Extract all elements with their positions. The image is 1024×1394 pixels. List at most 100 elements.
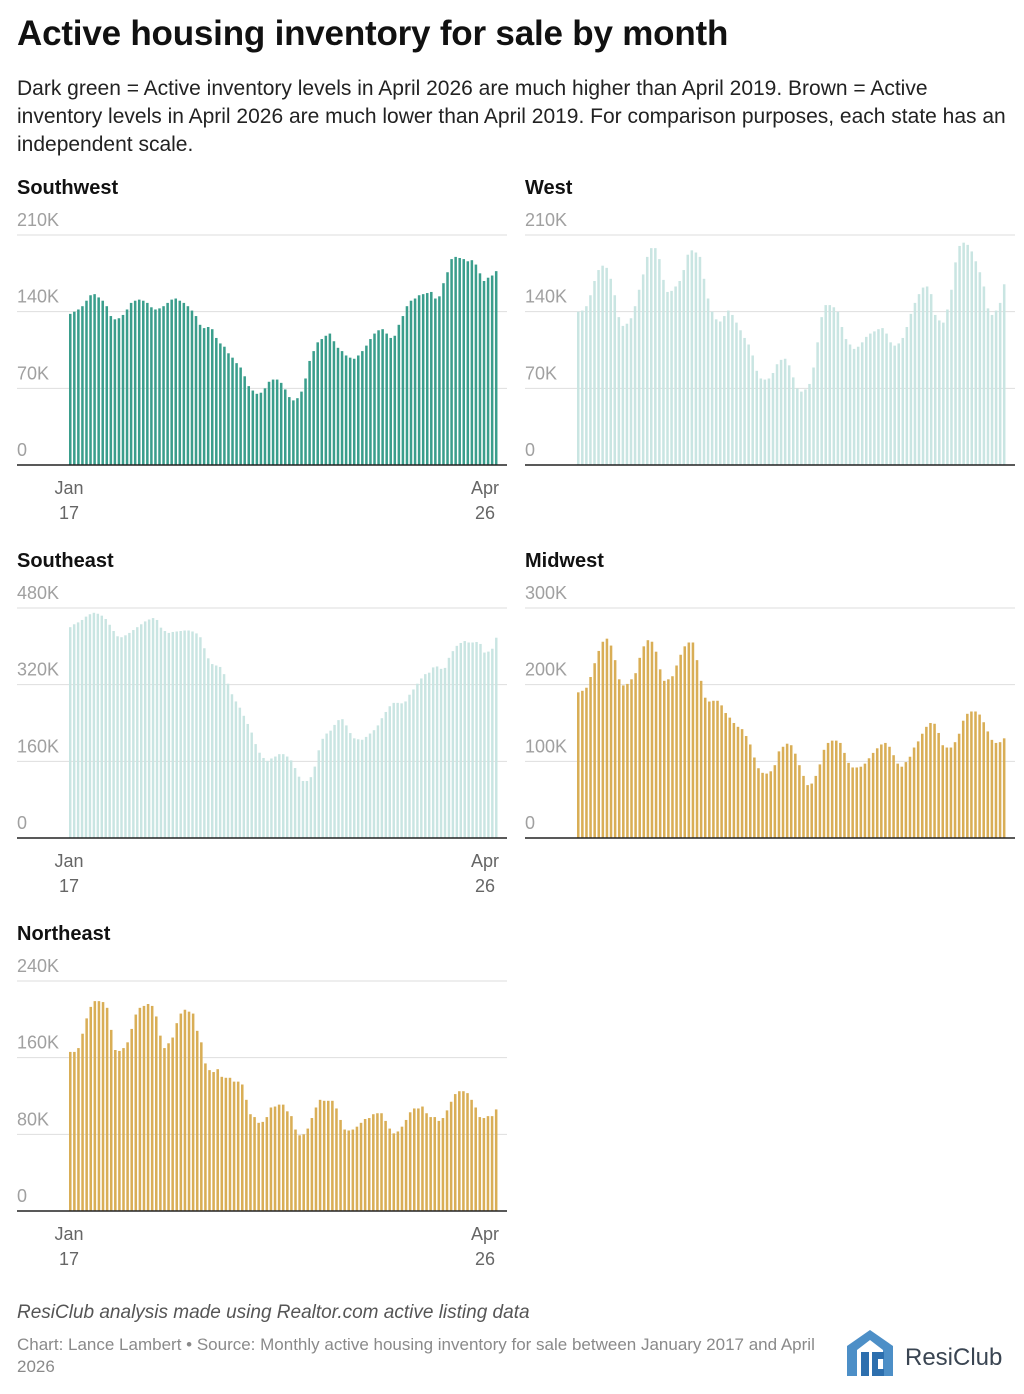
bar bbox=[239, 367, 242, 465]
bar bbox=[990, 739, 994, 838]
bar bbox=[466, 261, 470, 465]
bar bbox=[242, 715, 246, 838]
bar bbox=[396, 702, 399, 839]
bar bbox=[296, 398, 299, 465]
bar bbox=[401, 316, 405, 465]
bar bbox=[332, 341, 336, 465]
bar bbox=[269, 1107, 273, 1211]
bar bbox=[634, 673, 637, 838]
y-tick-label: 0 bbox=[525, 440, 535, 460]
bar bbox=[597, 270, 600, 465]
panel-west: West 0 70K 140K 210K bbox=[525, 177, 1015, 522]
x-tick-year-label: 26 bbox=[475, 1249, 495, 1269]
bar bbox=[998, 742, 1002, 838]
bar bbox=[434, 298, 437, 465]
bar bbox=[897, 343, 900, 465]
bar bbox=[686, 254, 690, 465]
bar bbox=[178, 300, 182, 465]
bar bbox=[900, 766, 904, 838]
bar bbox=[736, 726, 740, 838]
bar bbox=[290, 1116, 293, 1212]
bar bbox=[274, 756, 277, 838]
bar bbox=[769, 771, 773, 838]
bar bbox=[482, 281, 486, 465]
bar bbox=[85, 1018, 88, 1212]
bar bbox=[974, 711, 977, 838]
chart-midwest: 0 100K 200K 300K bbox=[525, 583, 1015, 839]
bar bbox=[755, 370, 759, 465]
bar bbox=[405, 306, 409, 465]
bar bbox=[377, 330, 380, 465]
x-tick-year-label: 17 bbox=[59, 503, 79, 523]
bar bbox=[490, 275, 494, 465]
x-tick-label: Apr bbox=[471, 478, 499, 498]
bar bbox=[446, 272, 449, 465]
bar bbox=[470, 1099, 473, 1211]
bar bbox=[966, 713, 969, 838]
bar bbox=[933, 723, 936, 838]
bar bbox=[266, 760, 269, 838]
bar bbox=[889, 342, 892, 465]
bar bbox=[917, 294, 921, 465]
bar bbox=[154, 309, 157, 465]
bar bbox=[765, 773, 768, 838]
bar bbox=[747, 344, 750, 465]
bar bbox=[129, 302, 133, 465]
bar bbox=[88, 614, 92, 838]
bar bbox=[170, 299, 173, 465]
y-tick-label: 140K bbox=[525, 287, 567, 307]
bar bbox=[187, 630, 190, 838]
bar bbox=[810, 783, 813, 838]
bar bbox=[691, 642, 695, 838]
panel-title-west: West bbox=[525, 177, 573, 199]
bar bbox=[479, 643, 482, 838]
chart-subtitle: Dark green = Active inventory levels in … bbox=[17, 77, 1006, 156]
bar bbox=[100, 615, 104, 838]
bar bbox=[310, 1118, 314, 1211]
bar bbox=[435, 666, 439, 838]
bar bbox=[89, 1006, 93, 1212]
bar bbox=[982, 286, 986, 465]
bar bbox=[385, 333, 388, 465]
bar bbox=[679, 654, 682, 838]
bar bbox=[341, 719, 344, 838]
bar bbox=[486, 1116, 490, 1212]
y-tick-label: 480K bbox=[17, 583, 59, 603]
bar bbox=[433, 1117, 437, 1211]
y-tick-label: 0 bbox=[525, 813, 535, 833]
bar bbox=[942, 322, 945, 465]
bar bbox=[740, 729, 744, 838]
bar bbox=[487, 651, 490, 838]
bar bbox=[447, 657, 451, 838]
bar bbox=[986, 731, 990, 838]
bar bbox=[449, 1101, 453, 1211]
bar bbox=[581, 310, 584, 465]
bar bbox=[389, 337, 392, 465]
bar bbox=[1002, 284, 1006, 465]
bar bbox=[388, 1128, 391, 1211]
bar bbox=[884, 742, 887, 838]
bar bbox=[994, 310, 998, 465]
bar bbox=[674, 286, 677, 465]
bar bbox=[318, 1099, 322, 1211]
bar bbox=[317, 750, 320, 838]
bar bbox=[76, 622, 80, 839]
bar bbox=[443, 667, 447, 838]
bar bbox=[792, 377, 795, 465]
bar bbox=[380, 1113, 383, 1211]
bar bbox=[1002, 738, 1006, 838]
bar bbox=[828, 305, 832, 465]
bar bbox=[855, 767, 859, 838]
bar bbox=[275, 379, 279, 465]
bar bbox=[320, 339, 324, 465]
bar bbox=[253, 1117, 256, 1211]
bar bbox=[445, 1110, 449, 1212]
bar bbox=[950, 289, 953, 465]
bar bbox=[781, 746, 785, 838]
bar bbox=[136, 627, 139, 838]
bar bbox=[658, 259, 661, 465]
bar bbox=[482, 1118, 486, 1211]
bar bbox=[875, 748, 879, 838]
bar bbox=[356, 739, 360, 838]
bar bbox=[666, 291, 669, 465]
